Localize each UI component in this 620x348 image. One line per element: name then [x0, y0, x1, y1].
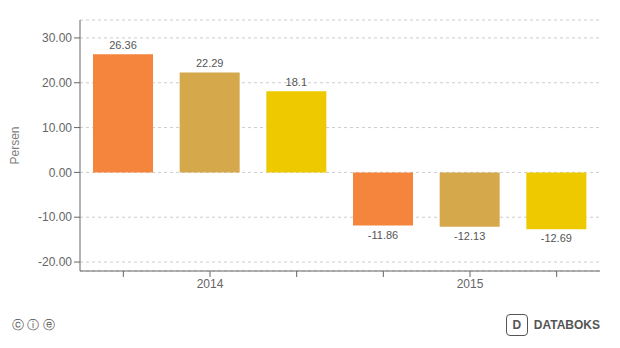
- svg-text:2015: 2015: [457, 277, 484, 291]
- svg-text:2014: 2014: [197, 277, 224, 291]
- svg-text:-10.00: -10.00: [38, 210, 72, 224]
- svg-text:20.00: 20.00: [42, 76, 72, 90]
- svg-text:Persen: Persen: [8, 126, 22, 164]
- svg-text:30.00: 30.00: [42, 31, 72, 45]
- svg-text:-12.69: -12.69: [541, 232, 572, 244]
- svg-text:18.1: 18.1: [286, 76, 307, 88]
- svg-text:22.29: 22.29: [196, 57, 224, 69]
- svg-text:-11.86: -11.86: [368, 229, 398, 241]
- html-text:D: D: [512, 318, 522, 332]
- html-text:DATABOKS: DATABOKS: [533, 318, 600, 332]
- svg-text:-12.13: -12.13: [454, 230, 485, 242]
- svg-text:0.00: 0.00: [49, 166, 73, 180]
- svg-text:10.00: 10.00: [42, 121, 72, 135]
- svg-text:-20.00: -20.00: [38, 255, 72, 269]
- svg-text:26.36: 26.36: [109, 39, 137, 51]
